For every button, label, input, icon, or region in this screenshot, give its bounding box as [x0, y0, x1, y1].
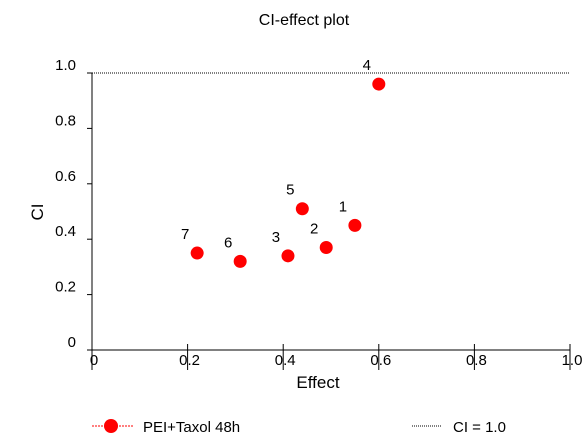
point-label: 4	[363, 57, 371, 74]
y-tick-label: 0.6	[55, 168, 76, 185]
y-tick-label: 0.2	[55, 279, 76, 296]
x-tick-label: 0	[90, 352, 98, 369]
x-tick-label: 0.4	[275, 352, 296, 369]
legend-reference-label: CI = 1.0	[453, 419, 506, 435]
y-tick-label: 0.4	[55, 223, 76, 240]
x-tick-label: 0.8	[466, 352, 487, 369]
point-label: 7	[181, 226, 189, 243]
ticks: 0 0.2 0.4 0.6 0.8 1.0 0 0.2 0.4 0.6 0.8 1.0	[55, 57, 582, 370]
legend-series-marker	[104, 419, 118, 433]
point-label: 2	[310, 221, 318, 238]
y-tick-label: 0.8	[55, 112, 76, 129]
axes	[91, 73, 570, 351]
point-label: 3	[272, 229, 280, 246]
data-point	[295, 202, 309, 216]
legend-series-label: PEI+Taxol 48h	[143, 419, 240, 435]
data-point	[372, 77, 386, 91]
legend: PEI+Taxol 48h CI = 1.0	[92, 419, 506, 435]
data-point	[348, 218, 362, 232]
x-tick-label: 1.0	[562, 352, 583, 369]
chart-title: CI-effect plot	[259, 12, 350, 29]
x-axis-label: Effect	[296, 373, 339, 392]
point-label: 5	[286, 182, 294, 199]
data-point	[281, 249, 295, 263]
y-tick-label: 1.0	[55, 57, 76, 74]
y-tick-label: 0	[68, 334, 76, 351]
y-axis-label: CI	[28, 204, 47, 221]
data-points: 1 2 3 4 5 6 7	[181, 57, 386, 268]
data-point	[190, 246, 204, 260]
point-label: 6	[224, 234, 232, 251]
x-tick-label: 0.6	[370, 352, 391, 369]
point-label: 1	[339, 198, 347, 215]
data-point	[233, 254, 247, 268]
data-point	[319, 241, 333, 255]
x-tick-label: 0.2	[179, 352, 200, 369]
